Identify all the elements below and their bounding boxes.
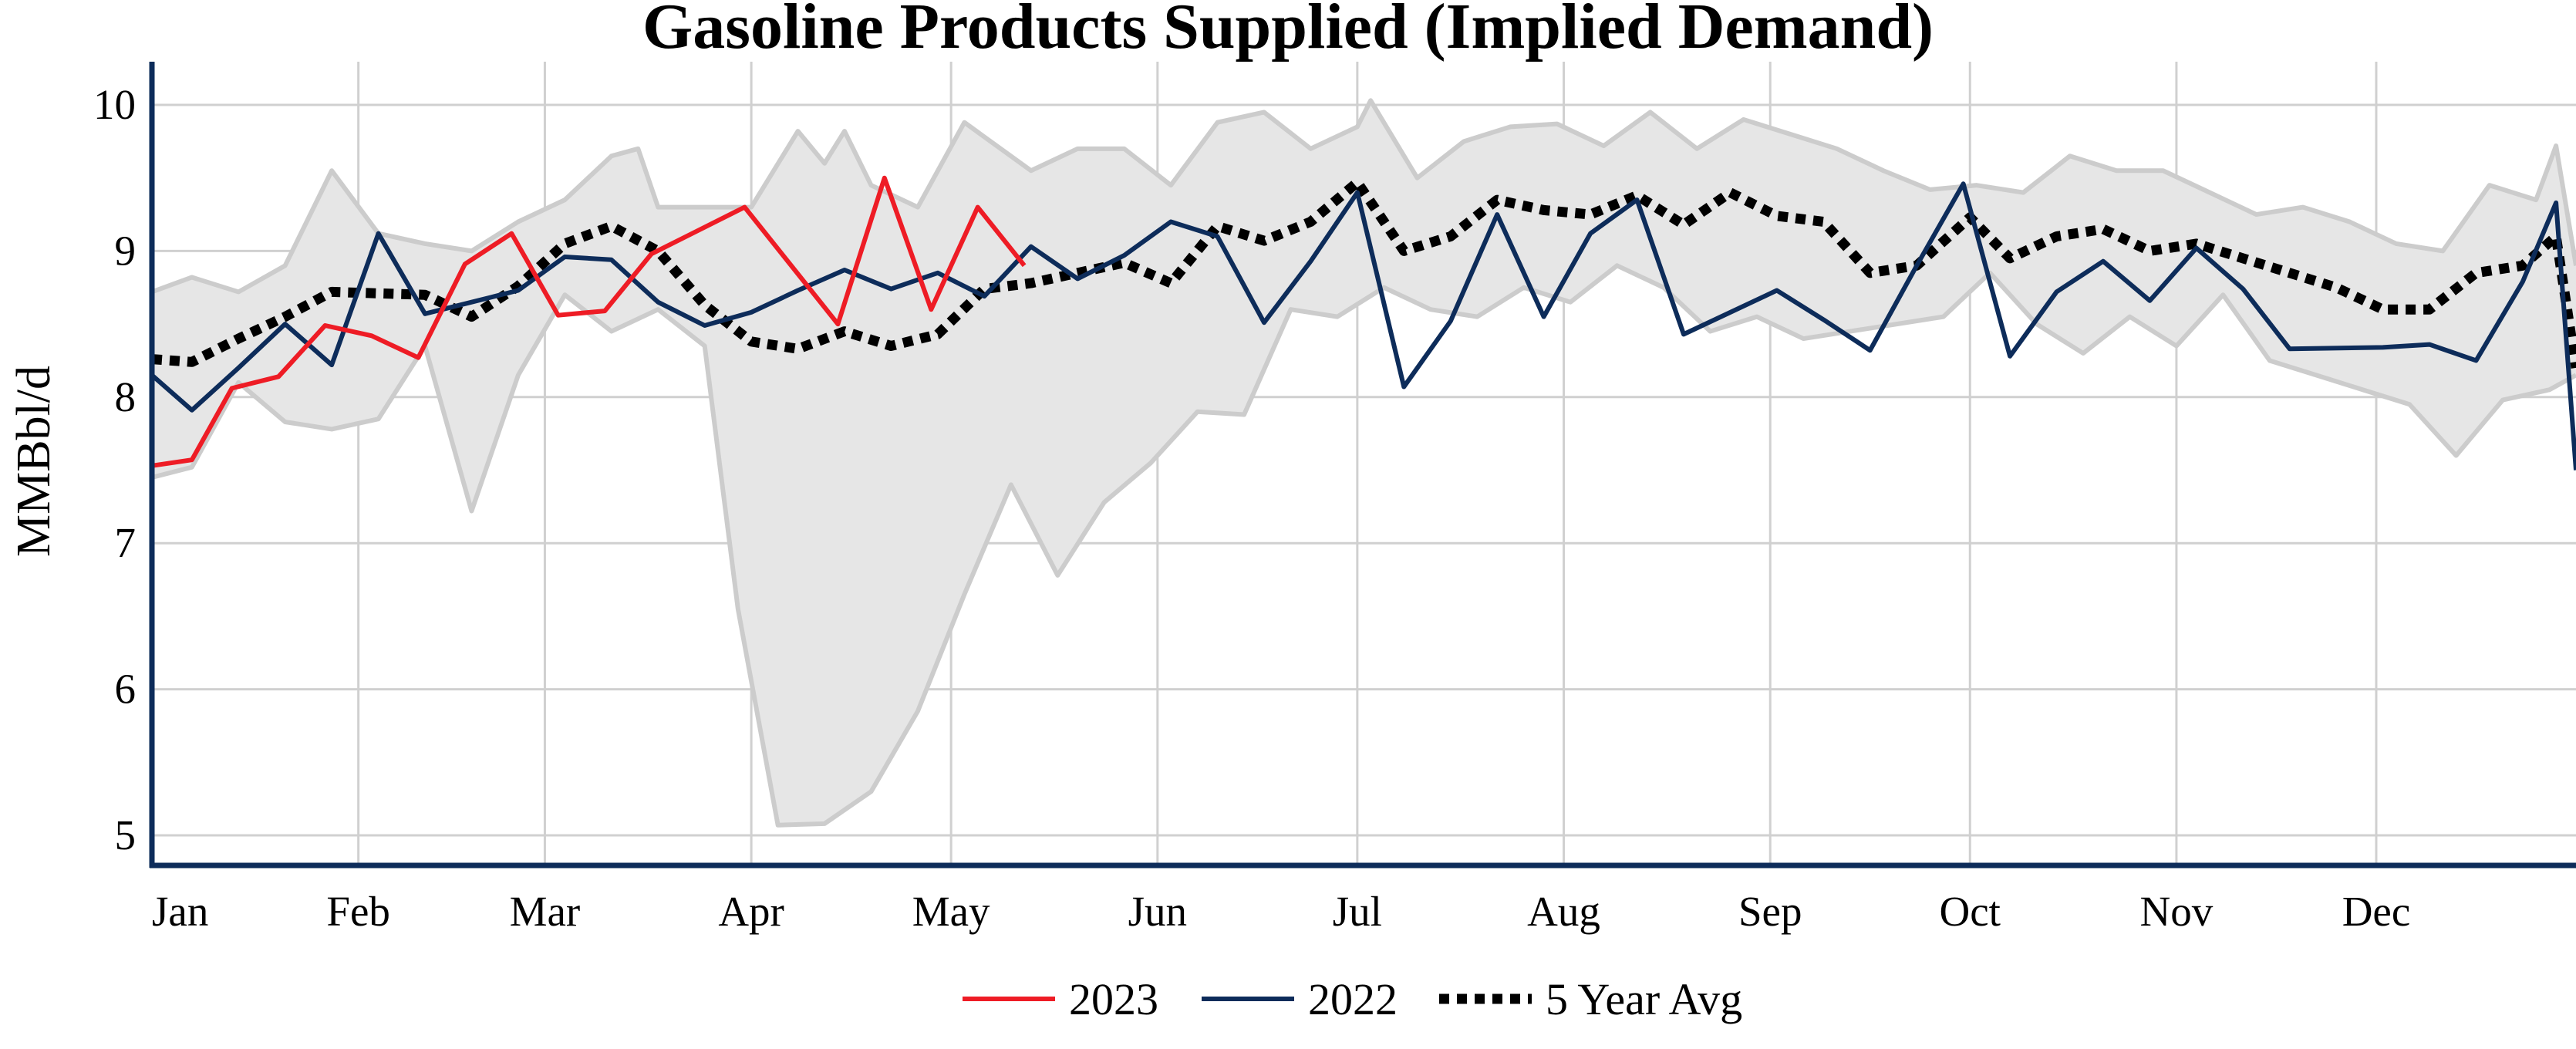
x-tick-labels: Jan Feb Mar Apr May Jun Jul Aug Sep Oct Nov Dec xyxy=(152,888,2410,935)
series-line-2022 xyxy=(150,181,2576,471)
x-tick-label: Mar xyxy=(510,888,581,935)
y-axis-title: MMBbl/d xyxy=(8,366,60,557)
legend-label: 2023 xyxy=(1069,974,1158,1024)
legend: 2023 2022 5 Year Avg xyxy=(963,974,1742,1024)
series-line-2023 xyxy=(151,175,1027,468)
legend-label: 2022 xyxy=(1308,974,1398,1024)
range-band-fill xyxy=(152,100,2576,825)
axes xyxy=(149,62,2576,869)
x-tick-label: Apr xyxy=(718,888,784,935)
range-band xyxy=(150,98,2576,828)
range-band-upper xyxy=(150,98,2576,295)
range-band-lower xyxy=(151,263,2576,828)
series-line-5-year-avg xyxy=(151,177,2576,369)
y-tick-label: 10 xyxy=(93,81,136,128)
legend-label: 5 Year Avg xyxy=(1546,974,1742,1024)
x-tick-label: Jun xyxy=(1128,888,1187,935)
y-tick-label: 9 xyxy=(115,227,137,274)
x-tick-label: Oct xyxy=(1940,888,2001,935)
y-tick-label: 8 xyxy=(115,373,137,420)
x-tick-label: Nov xyxy=(2140,888,2214,935)
y-tick-label: 5 xyxy=(115,811,137,858)
x-tick-label: May xyxy=(912,888,990,935)
x-tick-label: Jan xyxy=(152,888,208,935)
x-tick-label: Feb xyxy=(326,888,390,935)
x-tick-label: Dec xyxy=(2342,888,2411,935)
y-tick-label: 6 xyxy=(115,666,137,713)
y-tick-label: 7 xyxy=(115,519,137,566)
series-layer xyxy=(150,175,2576,471)
x-tick-label: Jul xyxy=(1333,888,1382,935)
y-tick-labels: 5 6 7 8 9 10 xyxy=(93,81,136,858)
chart-title: Gasoline Products Supplied (Implied Dema… xyxy=(642,0,1934,62)
x-tick-label: Sep xyxy=(1738,888,1802,935)
x-tick-label: Aug xyxy=(1527,888,1600,935)
